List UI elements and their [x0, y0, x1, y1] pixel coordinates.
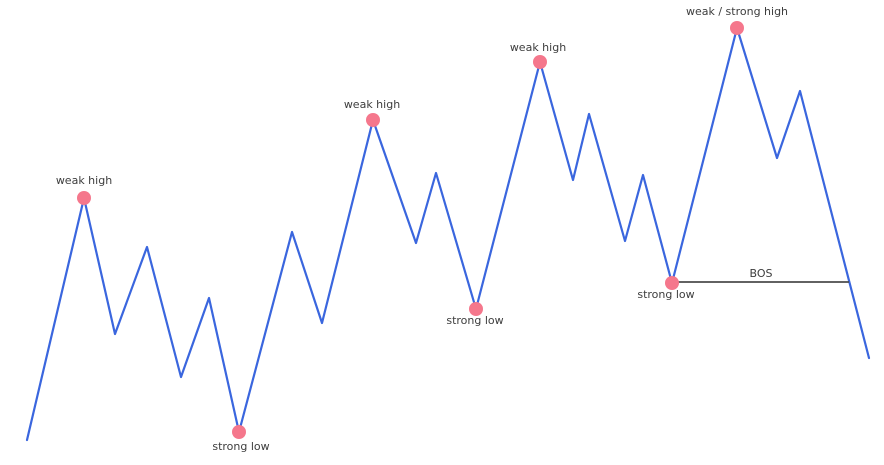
swing-markers-layer: [77, 21, 744, 439]
swing-point-marker: [232, 425, 246, 439]
swing-labels-layer: weak high strong low weak high strong low we…: [56, 5, 788, 453]
swing-point-label: strong low: [212, 440, 269, 453]
swing-point-marker: [533, 55, 547, 69]
swing-point-label: weak high: [344, 98, 400, 111]
swing-point-label: weak high: [510, 41, 566, 54]
swing-point-marker: [366, 113, 380, 127]
price-polyline: [25, 26, 871, 442]
swing-point-label: strong low: [637, 288, 694, 301]
swing-point-label: weak / strong high: [686, 5, 788, 18]
swing-point-marker: [77, 191, 91, 205]
swing-point-label: weak high: [56, 174, 112, 187]
swing-point-marker: [730, 21, 744, 35]
bos-label: BOS: [750, 267, 773, 280]
swing-point-label: strong low: [446, 314, 503, 327]
swing-point-marker: [665, 276, 679, 290]
swing-point-marker: [469, 302, 483, 316]
